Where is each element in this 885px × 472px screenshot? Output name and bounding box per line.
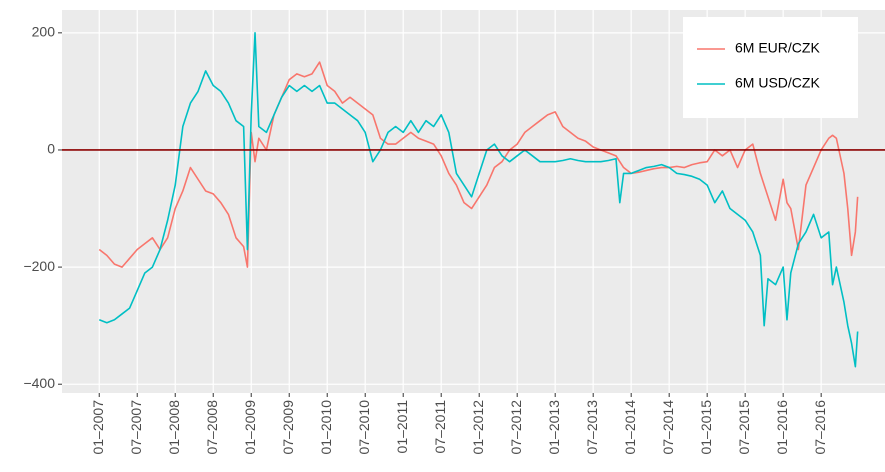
x-tick-label: 01–2013 <box>546 400 562 455</box>
y-tick-label: −400 <box>23 375 55 391</box>
x-tick-label: 07–2009 <box>280 400 296 455</box>
x-tick-label: 07–2012 <box>508 400 524 455</box>
x-tick-label: 01–2009 <box>242 400 258 455</box>
x-tick-label: 01–2015 <box>698 400 714 455</box>
x-tick-label: 07–2015 <box>736 400 752 455</box>
legend: 6M EUR/CZK 6M USD/CZK <box>683 17 858 118</box>
x-tick-label: 01–2007 <box>90 400 106 455</box>
x-tick-label: 01–2016 <box>774 400 790 455</box>
legend-label: 6M EUR/CZK <box>735 40 820 56</box>
x-tick-label: 07–2016 <box>812 400 828 455</box>
x-tick-label: 01–2012 <box>470 400 486 455</box>
x-tick-label: 07–2014 <box>660 400 676 455</box>
x-tick-label: 07–2013 <box>584 400 600 455</box>
x-tick-label: 01–2010 <box>318 400 334 455</box>
x-tick-label: 07–2011 <box>432 400 448 454</box>
y-tick-label: −200 <box>23 258 55 274</box>
y-tick-label: 0 <box>47 141 55 157</box>
x-tick-label: 01–2008 <box>166 400 182 455</box>
series-line <box>98 32 859 368</box>
x-tick-label: 07–2008 <box>204 400 220 455</box>
x-tick-label: 07–2010 <box>356 400 372 455</box>
y-tick-label: 200 <box>32 24 56 40</box>
x-tick-label: 01–2014 <box>622 400 638 455</box>
x-tick-label: 07–2007 <box>128 400 144 455</box>
legend-label: 6M USD/CZK <box>735 75 820 91</box>
legend-box <box>683 17 858 118</box>
x-tick-label: 01–2011 <box>394 400 410 454</box>
series-line <box>98 61 859 268</box>
